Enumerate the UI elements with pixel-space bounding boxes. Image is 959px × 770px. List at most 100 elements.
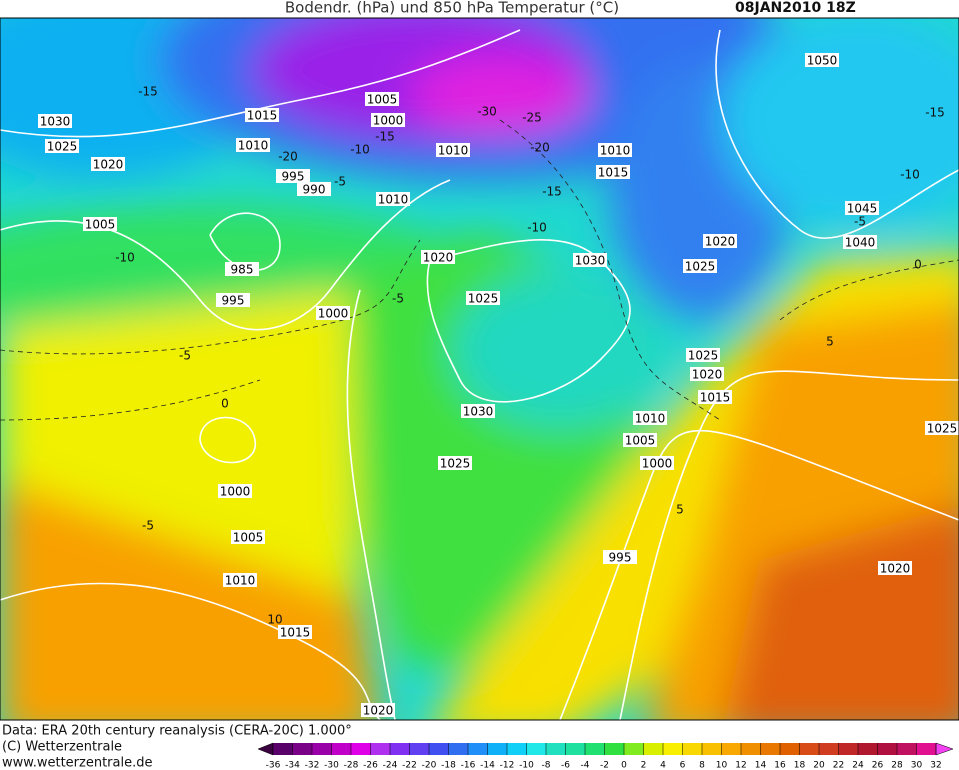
isotherms	[0, 119, 959, 421]
isobar-label: 1010	[438, 144, 469, 158]
colorbar-arrow	[257, 742, 274, 756]
isobar-label: 1015	[247, 109, 278, 123]
isobar-label-box	[805, 53, 839, 67]
colorbar-segment	[468, 743, 488, 755]
colorbar-segment	[585, 743, 605, 755]
isobar-label-box	[683, 259, 717, 273]
isotherm-label: -10	[900, 168, 920, 182]
isobar-label-box	[690, 367, 724, 381]
isotherm-label: 0	[914, 258, 922, 272]
colorbar-tick-label: 12	[735, 761, 746, 770]
colorbar-segment	[663, 743, 683, 755]
colorbar-segment	[624, 743, 644, 755]
isobar-label: 1005	[85, 218, 116, 232]
colorbar-tick-label: -24	[383, 761, 398, 770]
map: 1030102510201005101510101005100010109959…	[0, 18, 959, 720]
isobar-label-box	[225, 262, 259, 276]
isobar-label: 1025	[47, 140, 78, 154]
isobar-label-box	[365, 92, 399, 106]
colorbar-segment	[799, 743, 819, 755]
isobar-label-box	[231, 530, 265, 544]
isobar-label: 995	[282, 170, 305, 184]
colorbar-tick-label: 20	[813, 761, 825, 770]
colorbar-tick-label: -22	[402, 761, 417, 770]
isotherm-label: -5	[854, 215, 866, 229]
isobar-label: 1010	[600, 144, 631, 158]
isobar-label: 1015	[598, 166, 629, 180]
isotherm-label: -10	[527, 221, 547, 235]
colorbar-segment	[682, 743, 702, 755]
isobar-label-box	[216, 293, 250, 307]
colorbar-segment	[721, 743, 741, 755]
colorbar-tick-label: -2	[600, 761, 609, 770]
isobar-label-box	[245, 108, 279, 122]
colorbar-segment	[370, 743, 390, 755]
temperature-field	[0, 18, 959, 720]
isobars	[0, 29, 959, 720]
isotherm-label: 10	[267, 613, 282, 627]
isotherm-label: -25	[522, 111, 542, 125]
isotherm-label: -15	[542, 185, 562, 199]
isobar-label: 1000	[220, 485, 251, 499]
isotherm-label: -15	[925, 106, 945, 120]
isobar-label-box	[633, 411, 667, 425]
isobar-label: 1015	[700, 391, 731, 405]
isobar-label-box	[598, 143, 632, 157]
isobar-label: 985	[231, 263, 254, 277]
isobar-label-box	[845, 201, 879, 215]
isobar-label: 1015	[280, 626, 311, 640]
colorbar-segment	[546, 743, 566, 755]
isotherm-label: -15	[375, 130, 395, 144]
colorbar-segment	[331, 743, 351, 755]
isobar-label: 1005	[367, 93, 398, 107]
colorbar-segment	[292, 743, 312, 755]
isotherm-label: -30	[477, 105, 497, 119]
isotherm-label: -5	[179, 349, 191, 363]
isotherm-label: -20	[530, 141, 550, 155]
colorbar-tick-label: 14	[755, 761, 767, 770]
isotherm-label: -10	[350, 143, 370, 157]
title: Bodendr. (hPa) und 850 hPa Temperatur (°…	[285, 0, 619, 17]
colorbar-tick-label: 22	[833, 761, 844, 770]
isobar-label-box	[461, 404, 495, 418]
isobar-label: 1020	[880, 562, 911, 576]
isobar-label: 1020	[363, 704, 394, 718]
colorbar-segment	[780, 743, 800, 755]
isobar-label-box	[371, 113, 405, 127]
colorbar-tick-label: -30	[324, 761, 339, 770]
colorbar-segment	[273, 743, 293, 755]
isobar-label: 1025	[468, 292, 499, 306]
colorbar-tick-label: 32	[930, 761, 941, 770]
isobar-label-box	[276, 169, 310, 183]
colorbar-tick-label: 2	[641, 761, 647, 770]
isobar-label: 1000	[373, 114, 404, 128]
isotherm-label: 5	[826, 335, 834, 349]
isobar-label: 1025	[440, 457, 471, 471]
isotherm-label: -10	[115, 251, 135, 265]
isobar-label-box	[843, 235, 877, 249]
colorbar-segment	[409, 743, 429, 755]
map-labels: 1030102510201005101510101005100010109959…	[38, 53, 959, 718]
colorbar-tick-label: -32	[305, 761, 320, 770]
colorbar-tick-label: -20	[422, 761, 437, 770]
isobar-label: 1000	[642, 457, 673, 471]
colorbar-segment	[390, 743, 410, 755]
colorbar-tick-label: 10	[716, 761, 728, 770]
colorbar-segment	[526, 743, 546, 755]
isobar-label: 990	[303, 183, 326, 197]
isotherm-label: 0	[221, 397, 229, 411]
isobar-label: 1010	[225, 574, 256, 588]
colorbar-arrow	[935, 742, 954, 756]
colorbar-tick-label: -36	[266, 761, 281, 770]
isobar-label-box	[421, 250, 455, 264]
url: www.wetterzentrale.de	[2, 756, 152, 770]
isobar-label: 1000	[318, 307, 349, 321]
isotherm-label: -20	[278, 150, 298, 164]
isotherm-label: -15	[138, 85, 158, 99]
colorbar-segment	[838, 743, 858, 755]
isotherm-label: 5	[676, 503, 684, 517]
colorbar-tick-label: -6	[561, 761, 570, 770]
isobar-label-box	[686, 348, 720, 362]
isobar-label: 1030	[463, 405, 494, 419]
colorbar-segment	[877, 743, 897, 755]
